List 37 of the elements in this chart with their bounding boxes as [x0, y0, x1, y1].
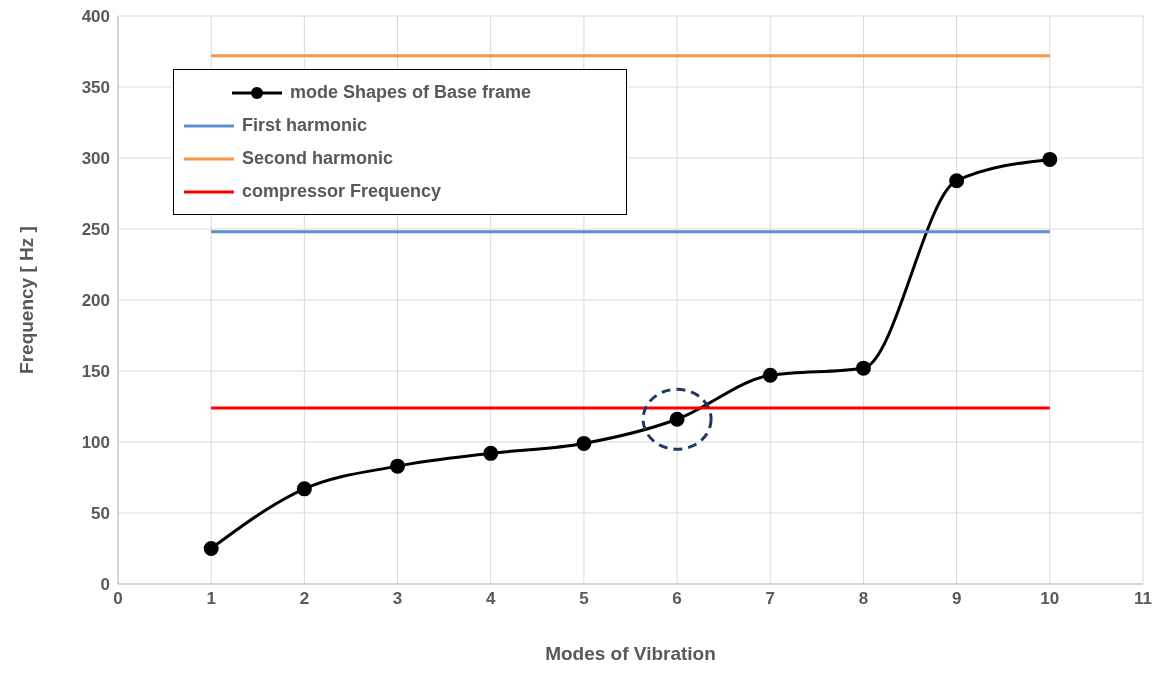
x-tick-label: 2	[299, 589, 310, 609]
y-tick-label: 50	[91, 504, 110, 524]
x-tick-label: 11	[1134, 589, 1152, 609]
point	[576, 435, 592, 451]
legend-label: Second harmonic	[242, 148, 394, 169]
y-tick-label: 150	[81, 362, 110, 382]
x-tick-label: 0	[113, 589, 123, 609]
legend-label: mode Shapes of Base frame	[290, 82, 532, 103]
x-tick-label: 6	[672, 589, 682, 609]
x-tick-label: 7	[765, 589, 776, 609]
x-axis-title: Modes of Vibration	[545, 643, 716, 664]
point	[669, 411, 685, 427]
point	[949, 173, 965, 189]
legend-label: First harmonic	[242, 115, 368, 136]
point	[483, 445, 499, 461]
x-tick-label: 9	[951, 589, 962, 609]
x-tick-label: 8	[858, 589, 869, 609]
y-axis-title: Frequency [ Hz ]	[15, 226, 37, 374]
x-tick-label: 10	[1040, 589, 1060, 609]
y-tick-label: 200	[81, 291, 110, 311]
y-tick-label: 100	[81, 433, 110, 453]
point	[296, 481, 312, 497]
y-tick-label: 350	[81, 78, 110, 98]
y-tick-label: 250	[81, 220, 110, 240]
x-tick-label: 5	[579, 589, 589, 609]
point	[1042, 151, 1058, 167]
point	[762, 367, 778, 383]
point	[203, 541, 219, 556]
point	[855, 360, 871, 376]
x-tick-label: 4	[485, 589, 496, 609]
x-tick-label: 1	[206, 589, 216, 609]
y-tick-label: 0	[100, 575, 110, 595]
x-tick-label: 3	[392, 589, 403, 609]
point	[390, 458, 406, 474]
legend-label: compressor Frequency	[242, 181, 442, 202]
y-tick-label: 400	[81, 7, 110, 27]
y-tick-label: 300	[81, 149, 110, 169]
